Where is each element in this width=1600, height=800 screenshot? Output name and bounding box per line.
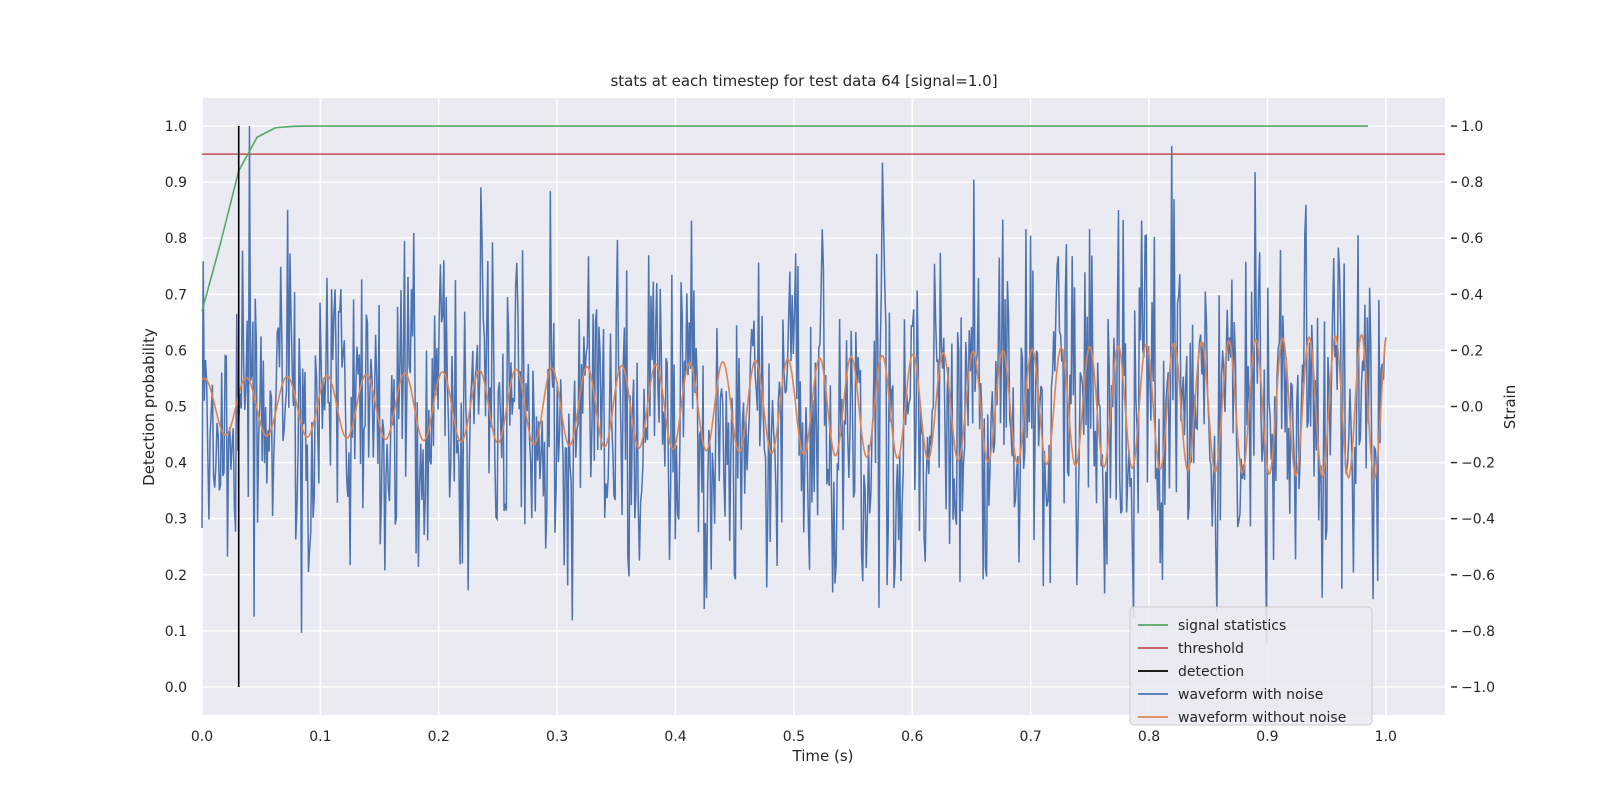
x-tick-label: 0.2 [428, 729, 450, 745]
y-tick-label-right: 0.6 [1461, 231, 1483, 247]
y-tick-label-right: 1.0 [1461, 119, 1483, 135]
x-tick-label: 0.5 [783, 729, 805, 745]
series-waveform-with-noise [201, 126, 1387, 644]
chart-title: stats at each timestep for test data 64 … [610, 72, 997, 90]
y-tick-label-right: −1.0 [1461, 680, 1495, 696]
x-tick-label: 0.6 [901, 729, 923, 745]
y-tick-label-right: −0.4 [1461, 512, 1495, 528]
series-signal-statistics [201, 125, 1369, 312]
x-tick-label: 0.3 [546, 729, 568, 745]
x-tick-label: 0.4 [664, 729, 686, 745]
legend-box [1129, 606, 1373, 726]
y-tick-label-right: 0.2 [1461, 343, 1483, 359]
legend-label: waveform with noise [1178, 687, 1323, 703]
y-tick-label-left: 0.3 [165, 512, 187, 528]
series-layer [201, 125, 1445, 687]
y-tick-label-right: −0.8 [1461, 624, 1495, 640]
y-tick-label-left: 0.0 [165, 680, 187, 696]
y-tick-label-left: 0.2 [165, 568, 187, 584]
legend: signal statistics threshold detection wavef… [1129, 606, 1373, 726]
y-tick-label-left: 1.0 [165, 119, 187, 135]
series-waveform-without-noise [201, 333, 1387, 480]
y-tick-label-left: 0.8 [165, 231, 187, 247]
y-tick-label-left: 0.7 [165, 287, 187, 303]
y-tick-label-left: 0.4 [165, 456, 187, 472]
legend-label: threshold [1178, 641, 1244, 657]
y-tick-label-left: 0.1 [165, 624, 187, 640]
x-tick-labels: 0.0 0.1 0.2 0.3 0.4 0.5 0.6 0.7 0.8 0.9 1.0 [191, 729, 1397, 745]
legend-label: signal statistics [1178, 618, 1286, 634]
x-tick-label: 1.0 [1375, 729, 1397, 745]
y-tick-label-right: 0.0 [1461, 400, 1483, 416]
y-tick-label-left: 0.5 [165, 400, 187, 416]
y-tick-label-left: 0.9 [165, 175, 187, 191]
y-tick-label-right: −0.2 [1461, 456, 1495, 472]
x-tick-label: 0.1 [309, 729, 331, 745]
x-tick-label: 0.7 [1020, 729, 1042, 745]
x-axis-label: Time (s) [792, 747, 854, 765]
y-tick-label-right: 0.4 [1461, 287, 1483, 303]
y-tick-label-right: −0.6 [1461, 568, 1495, 584]
y-axis-label-right: Strain [1501, 385, 1519, 429]
x-tick-label: 0.9 [1256, 729, 1278, 745]
x-tick-label: 0.0 [191, 729, 213, 745]
x-tick-label: 0.8 [1138, 729, 1160, 745]
y-tick-label-right: 0.8 [1461, 175, 1483, 191]
y-tick-label-left: 0.6 [165, 343, 187, 359]
y-tick-labels-left: 0.0 0.1 0.2 0.3 0.4 0.5 0.6 0.7 0.8 0.9 1.0 [165, 119, 187, 696]
legend-label: detection [1178, 664, 1244, 680]
y-axis-label-left: Detection probability [140, 328, 158, 486]
y-tick-labels-right: −1.0 −0.8 −0.6 −0.4 −0.2 0.0 0.2 0.4 0.6 0.8 1.0 [1451, 119, 1495, 696]
legend-label: waveform without noise [1178, 710, 1346, 726]
